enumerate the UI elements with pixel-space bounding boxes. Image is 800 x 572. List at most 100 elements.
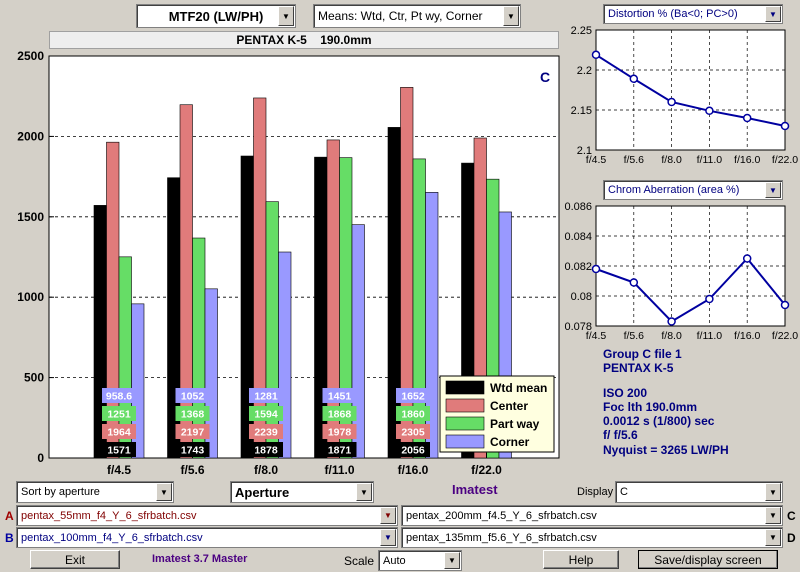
value-label-bg (322, 424, 357, 439)
bar (253, 97, 267, 459)
value-label-bg (396, 388, 430, 403)
value-label-bg (396, 424, 430, 439)
y-tick-label: 2500 (17, 50, 44, 63)
chrom-select-value: Chrom Aberration (area %) (608, 184, 740, 196)
value-label-bg (249, 388, 283, 403)
file-d-select[interactable]: pentax_135mm_f5.6_Y_6_sfrbatch.csv ▼ (401, 527, 783, 548)
value-label: 2305 (401, 427, 425, 439)
value-label: 958.6 (106, 391, 132, 403)
mtf-select-value: MTF20 (LW/PH) (168, 8, 264, 24)
file-b-select[interactable]: pentax_100mm_f4_Y_6_sfrbatch.csv ▼ (16, 527, 398, 548)
x-tick-label: f/16.0 (734, 330, 760, 342)
file-d-value: pentax_135mm_f5.6_Y_6_sfrbatch.csv (406, 531, 597, 544)
x-tick-label: f/22.0 (471, 463, 502, 477)
info-line: Nyquist = 3265 LW/PH (603, 442, 729, 457)
x-tick-label: f/11.0 (697, 330, 723, 342)
distortion-select[interactable]: Distortion % (Ba<0; PC>0) ▼ (603, 4, 783, 24)
scale-select-value: Auto (383, 554, 406, 567)
y-tick-label: 2.15 (571, 105, 592, 117)
y-tick-label: 0.084 (564, 231, 592, 243)
chart-legend: Wtd mean Center Part way Corner (439, 375, 555, 453)
distortion-chart: 2.1 2.15 2.2 2.25 f/4.5 f/5.6 f/8.0 f/11.0 f/16… (571, 25, 799, 166)
legend-label: Center (490, 399, 528, 413)
aperture-select[interactable]: Aperture ▼ (230, 481, 374, 503)
version-label: Imatest 3.7 Master (152, 553, 248, 565)
value-label-bg (249, 442, 283, 457)
exit-button[interactable]: Exit (30, 550, 120, 569)
value-label: 1052 (181, 391, 205, 403)
series-line (595, 256, 786, 323)
group-annotation: C (540, 69, 550, 85)
help-button[interactable]: Help (543, 550, 619, 569)
chart-title: PENTAX K-5 190.0mm (49, 31, 559, 49)
y-tick-label: 0.08 (571, 291, 592, 303)
value-label-bg (396, 442, 430, 457)
save-display-button[interactable]: Save/display screen (638, 550, 778, 569)
series-line (595, 53, 786, 127)
y-tick-label: 2.25 (571, 25, 592, 37)
aperture-select-value: Aperture (235, 484, 290, 500)
chrom-select[interactable]: Chrom Aberration (area %) ▼ (603, 180, 783, 200)
x-tick-label: f/22.0 (772, 330, 798, 342)
bar (179, 104, 193, 459)
x-tick-label: f/4.5 (107, 463, 131, 477)
mtf-select[interactable]: MTF20 (LW/PH) ▼ (136, 4, 296, 28)
y-tick-label: 0.086 (564, 201, 592, 213)
means-select[interactable]: Means: Wtd, Ctr, Pt wy, Corner ▼ (313, 4, 521, 28)
scale-label: Scale (344, 554, 375, 568)
chevron-down-icon: ▼ (765, 6, 781, 22)
value-label: 2197 (181, 427, 205, 439)
data-point (591, 264, 601, 274)
chevron-down-icon: ▼ (356, 483, 372, 501)
y-tick-label: 2000 (17, 129, 44, 143)
x-tick-label: f/16.0 (734, 154, 760, 166)
data-point (780, 121, 790, 131)
x-tick-label: f/8.0 (661, 330, 682, 342)
display-select[interactable]: C ▼ (615, 481, 783, 503)
display-select-value: C (620, 486, 628, 498)
x-tick-label: f/5.6 (624, 330, 645, 342)
x-tick-label: f/4.5 (586, 330, 607, 342)
value-label-bg (322, 388, 357, 403)
data-point (629, 74, 639, 84)
info-line: Foc lth 190.0mm (603, 399, 698, 414)
x-tick-label: f/16.0 (398, 463, 429, 477)
data-point (742, 113, 752, 123)
sort-select[interactable]: Sort by aperture ▼ (16, 481, 174, 503)
legend-label: Part way (490, 417, 540, 431)
value-label-bg (102, 406, 136, 421)
data-point (667, 317, 676, 326)
chevron-down-icon: ▼ (765, 483, 781, 501)
value-label: 1978 (328, 427, 352, 439)
y-tick-label: 1500 (17, 210, 44, 224)
legend-label: Corner (490, 435, 530, 449)
value-label: 1868 (328, 409, 352, 421)
data-point (667, 97, 676, 107)
file-c-select[interactable]: pentax_200mm_f4.5_Y_6_sfrbatch.csv ▼ (401, 505, 783, 526)
legend-swatch (445, 380, 485, 395)
data-point (629, 278, 639, 287)
x-tick-label: f/11.0 (697, 154, 723, 166)
mtf-bar-chart: 958.6 1251 1964 1571 1052 1368 2197 1743 1281 159… (17, 50, 560, 477)
file-c-label: C (787, 509, 796, 523)
means-select-value: Means: Wtd, Ctr, Pt wy, Corner (318, 9, 483, 23)
file-a-select[interactable]: pentax_55mm_f4_Y_6_sfrbatch.csv ▼ (16, 505, 398, 526)
value-label-bg (322, 406, 357, 421)
legend-swatch (445, 434, 485, 449)
value-label: 2239 (254, 427, 278, 439)
info-line: f/ f/5.6 (603, 428, 638, 443)
legend-swatch (445, 416, 485, 431)
x-tick-label: f/22.0 (772, 154, 798, 166)
x-tick-label: f/5.6 (180, 463, 204, 477)
value-label: 1871 (328, 445, 352, 457)
sort-select-value: Sort by aperture (21, 486, 100, 498)
value-label-bg (102, 388, 136, 403)
value-label: 1860 (401, 409, 425, 421)
scale-select[interactable]: Auto ▼ (378, 550, 462, 571)
chevron-down-icon: ▼ (278, 6, 294, 26)
imatest-label: Imatest (452, 482, 498, 497)
chevron-down-icon: ▼ (380, 529, 396, 546)
value-label-bg (249, 424, 283, 439)
value-label-bg (102, 442, 136, 457)
value-label-bg (102, 424, 136, 439)
